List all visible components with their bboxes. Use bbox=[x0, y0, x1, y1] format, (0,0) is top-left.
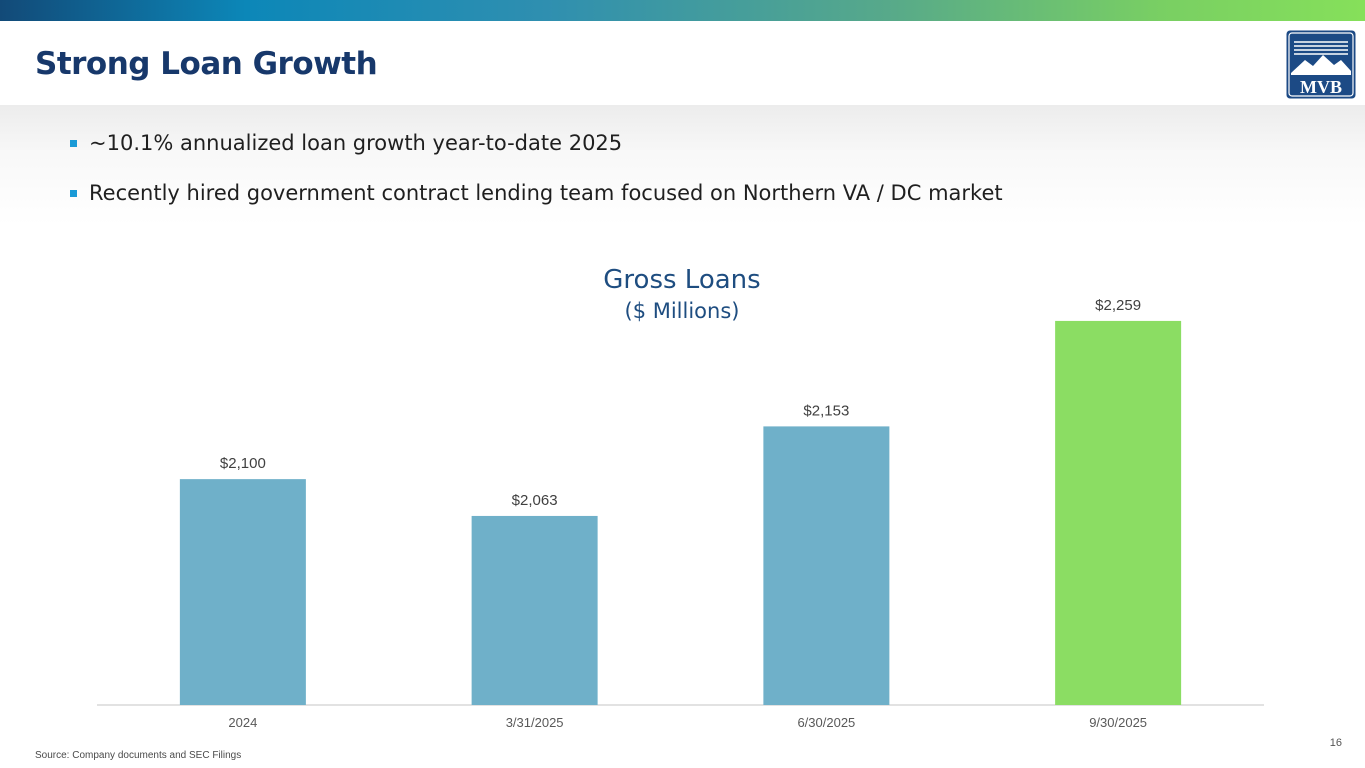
bullet-text: Recently hired government contract lendi… bbox=[89, 181, 1003, 205]
title-bar bbox=[0, 21, 1365, 105]
bullet-list: ~10.1% annualized loan growth year-to-da… bbox=[70, 128, 1003, 228]
content-shade bbox=[0, 105, 1365, 225]
data-label: $2,063 bbox=[512, 492, 558, 509]
top-gradient-band bbox=[0, 0, 1365, 21]
x-tick-label: 2024 bbox=[228, 715, 257, 730]
source-note: Source: Company documents and SEC Filing… bbox=[35, 750, 242, 761]
logo-text: MVB bbox=[1300, 77, 1342, 97]
bullet-text: ~10.1% annualized loan growth year-to-da… bbox=[89, 131, 623, 155]
square-bullet-icon bbox=[70, 190, 77, 197]
chart-title: Gross Loans bbox=[603, 265, 761, 295]
x-tick-label: 3/31/2025 bbox=[506, 715, 564, 730]
bullet-item: Recently hired government contract lendi… bbox=[70, 178, 1003, 228]
chart-subtitle: ($ Millions) bbox=[624, 299, 740, 323]
bar-6-30-2025 bbox=[763, 426, 890, 705]
square-bullet-icon bbox=[70, 140, 77, 147]
bar-3-31-2025 bbox=[471, 515, 598, 705]
bar-9-30-2025 bbox=[1055, 320, 1182, 705]
bar-2024 bbox=[179, 479, 306, 705]
x-tick-label: 9/30/2025 bbox=[1089, 715, 1147, 730]
page-number: 16 bbox=[1329, 737, 1342, 749]
bullet-item: ~10.1% annualized loan growth year-to-da… bbox=[70, 128, 1003, 178]
mvb-logo: MVB bbox=[1285, 29, 1357, 100]
data-label: $2,259 bbox=[1095, 297, 1141, 314]
data-label: $2,153 bbox=[803, 402, 849, 419]
page-title: Strong Loan Growth bbox=[35, 46, 378, 82]
x-tick-label: 6/30/2025 bbox=[797, 715, 855, 730]
data-label: $2,100 bbox=[220, 455, 266, 472]
